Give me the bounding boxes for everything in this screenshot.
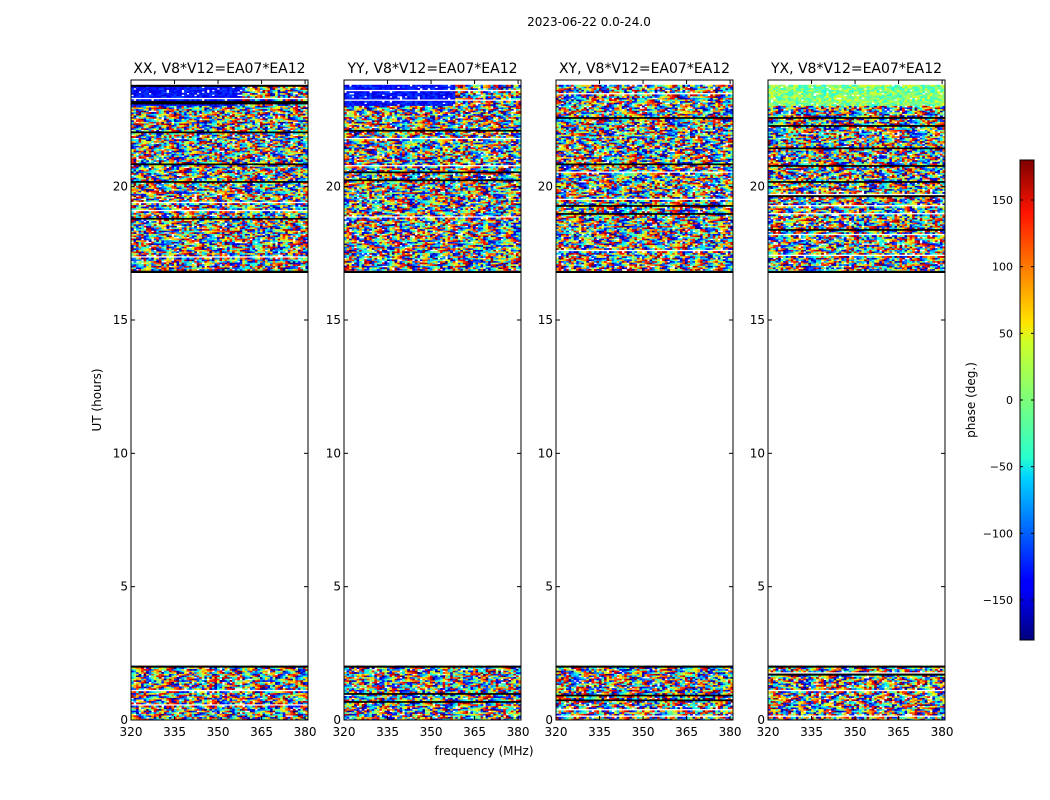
- x-tick-label: 350: [844, 725, 867, 739]
- panel-1: XX, V8*V12=EA07*EA12 320 335 350 365 380 0 5 10 1…: [113, 61, 317, 739]
- heatmap-image-2: [344, 84, 521, 720]
- y-tick-label: 20: [326, 180, 341, 194]
- y-tick-label: 0: [757, 713, 765, 727]
- colorbar-tick-label: 100: [992, 261, 1013, 274]
- x-tick-label: 320: [333, 725, 356, 739]
- y-tick-label: 20: [113, 180, 128, 194]
- y-tick-label: 5: [545, 580, 553, 594]
- axes-frame-3: [555, 79, 734, 721]
- block-edge-line: [556, 665, 733, 668]
- panel-2: YY, V8*V12=EA07*EA12 320 335 350 365 380 0 5 10 1…: [326, 61, 530, 739]
- panel-title-2: YY, V8*V12=EA07*EA12: [346, 61, 517, 77]
- colorbar-tick-label: −50: [990, 461, 1013, 474]
- x-tick-label: 380: [507, 725, 530, 739]
- y-tick-label: 15: [113, 313, 128, 327]
- x-tick-label: 350: [632, 725, 655, 739]
- panel-title-1: XX, V8*V12=EA07*EA12: [133, 61, 305, 77]
- panel-title-3: XY, V8*V12=EA07*EA12: [559, 61, 730, 77]
- panel-title-4: YX, V8*V12=EA07*EA12: [770, 61, 942, 77]
- y-tick-label: 10: [750, 446, 765, 460]
- x-tick-label: 380: [294, 725, 317, 739]
- x-tick-label: 320: [545, 725, 568, 739]
- x-tick-label: 380: [931, 725, 954, 739]
- figure-suptitle: 2023-06-22 0.0-24.0: [527, 15, 651, 29]
- x-tick-label: 320: [120, 725, 143, 739]
- y-axis-label: UT (hours): [90, 368, 104, 431]
- colorbar: −150 −100 −50 0 50 100 150 phase (deg.): [964, 159, 1035, 641]
- x-tick-label: 335: [376, 725, 399, 739]
- block-edge-line: [131, 665, 308, 668]
- x-tick-label: 350: [207, 725, 230, 739]
- y-tick-label: 20: [538, 180, 553, 194]
- panel-4: YX, V8*V12=EA07*EA12 320 335 350 365 380 0 5 10 1…: [750, 61, 954, 739]
- axes-frame-2: [343, 79, 522, 721]
- axes-frame-1: [130, 79, 309, 721]
- panel-3: XY, V8*V12=EA07*EA12 320 335 350 365 380 0 5 10 1…: [538, 61, 742, 739]
- block-edge-line: [768, 665, 945, 668]
- x-tick-label: 335: [588, 725, 611, 739]
- y-tick-label: 15: [326, 313, 341, 327]
- heatmap-image-1: [131, 84, 308, 720]
- panels-group: XX, V8*V12=EA07*EA12 320 335 350 365 380 0 5 10 1…: [113, 61, 954, 739]
- x-tick-label: 335: [800, 725, 823, 739]
- y-tick-label: 10: [326, 446, 341, 460]
- colorbar-tick-label: 150: [992, 194, 1013, 207]
- x-tick-label: 365: [250, 725, 273, 739]
- colorbar-tick-label: −150: [983, 594, 1013, 607]
- x-tick-label: 335: [163, 725, 186, 739]
- colorbar-ticks: −150 −100 −50 0 50 100 150: [983, 194, 1034, 607]
- block-edge-line: [556, 271, 733, 273]
- heatmap-image-3: [556, 84, 733, 720]
- y-tick-label: 10: [113, 446, 128, 460]
- y-tick-label: 5: [757, 580, 765, 594]
- colorbar-tick-label: 0: [1006, 394, 1013, 407]
- y-tick-label: 5: [333, 580, 341, 594]
- x-tick-label: 365: [463, 725, 486, 739]
- x-tick-label: 320: [757, 725, 780, 739]
- y-tick-label: 15: [750, 313, 765, 327]
- block-edge-line: [131, 271, 308, 273]
- y-tick-label: 15: [538, 313, 553, 327]
- heatmap-image-4: [768, 84, 945, 720]
- x-tick-label: 380: [719, 725, 742, 739]
- x-tick-label: 365: [887, 725, 910, 739]
- x-tick-label: 365: [675, 725, 698, 739]
- x-axis-label: frequency (MHz): [434, 744, 533, 758]
- y-tick-label: 0: [120, 713, 128, 727]
- y-tick-label: 0: [333, 713, 341, 727]
- colorbar-tick-label: −100: [983, 527, 1013, 540]
- y-tick-label: 5: [120, 580, 128, 594]
- y-tick-label: 20: [750, 180, 765, 194]
- y-tick-label: 0: [545, 713, 553, 727]
- block-edge-line: [344, 271, 521, 273]
- axes-frame-4: [767, 79, 946, 721]
- block-edge-line: [344, 665, 521, 668]
- colorbar-tick-label: 50: [999, 327, 1013, 340]
- x-tick-label: 350: [420, 725, 443, 739]
- block-edge-line: [768, 271, 945, 273]
- y-tick-label: 10: [538, 446, 553, 460]
- colorbar-label: phase (deg.): [964, 362, 978, 438]
